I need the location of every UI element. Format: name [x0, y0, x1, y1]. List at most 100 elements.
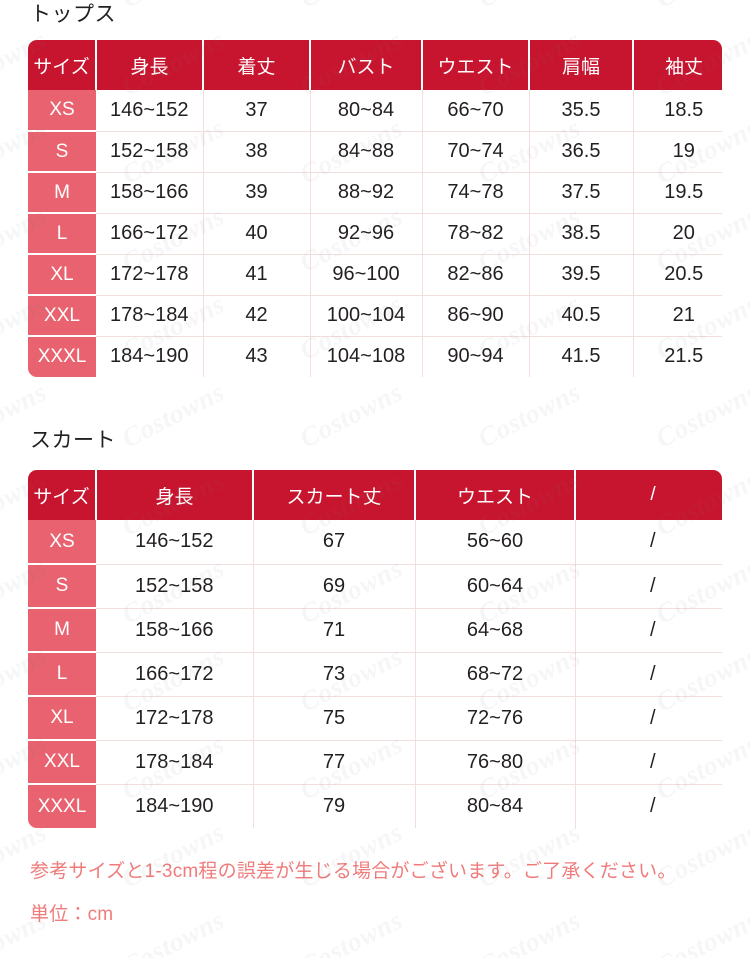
tops-cell-r5-c6: 21: [633, 295, 722, 337]
watermark-text: Costowns: [117, 0, 230, 14]
tops-size-table: サイズ 身長 着丈 バスト ウエスト 肩幅 袖丈 XS 146~152 37 80~84 66~70…: [28, 40, 722, 377]
watermark-text: Costowns: [651, 0, 750, 14]
skirt-cell-r5-c2: 77: [253, 740, 416, 785]
tops-cell-r0-c1: 146~152: [96, 90, 204, 132]
skirt-cell-r1-c2: 69: [253, 564, 416, 609]
tops-cell-r0-c5: 35.5: [529, 90, 634, 132]
tops-cell-r3-c6: 20: [633, 213, 722, 255]
tops-cell-r5-c2: 42: [203, 295, 311, 337]
skirt-size-label: XL: [28, 696, 96, 741]
skirt-cell-r5-c3: 76~80: [415, 740, 576, 785]
tops-cell-r4-c3: 96~100: [310, 254, 423, 296]
watermark-text: Costowns: [116, 376, 230, 454]
tops-cell-r2-c6: 19.5: [633, 172, 722, 214]
table-row: M 158~166 71 64~68/: [28, 608, 722, 653]
skirt-cell-r2-c3: 64~68: [415, 608, 576, 653]
tops-cell-r0-c6: 18.5: [633, 90, 722, 132]
skirt-cell-r5-c4: /: [575, 740, 722, 785]
skirt-header-2: スカート丈: [253, 470, 416, 520]
table-row: XL 172~178 41 96~100 82~86 39.5 20.5: [28, 254, 722, 296]
table-row: XL 172~178 75 72~76/: [28, 696, 722, 741]
watermark-text: Costowns: [295, 0, 408, 14]
tops-cell-r1-c1: 152~158: [96, 131, 204, 173]
tops-header-row: サイズ 身長 着丈 バスト ウエスト 肩幅 袖丈: [28, 40, 722, 90]
tops-cell-r4-c1: 172~178: [96, 254, 204, 296]
tops-cell-r4-c6: 20.5: [633, 254, 722, 296]
tops-cell-r0-c4: 66~70: [422, 90, 530, 132]
skirt-cell-r5-c1: 178~184: [96, 740, 254, 785]
skirt-cell-r1-c3: 60~64: [415, 564, 576, 609]
tops-header-4: ウエスト: [422, 40, 530, 90]
skirt-header-3: ウエスト: [415, 470, 576, 520]
table-row: XXL 178~184 77 76~80/: [28, 740, 722, 785]
table-row: S 152~158 38 84~88 70~74 36.5 19: [28, 131, 722, 173]
tops-cell-r6-c2: 43: [203, 336, 311, 377]
table-row: XS 146~152 67 56~60/: [28, 520, 722, 565]
skirt-cell-r3-c2: 73: [253, 652, 416, 697]
tops-cell-r6-c1: 184~190: [96, 336, 204, 377]
skirt-header-row: サイズ 身長 スカート丈 ウエスト /: [28, 470, 722, 520]
skirt-cell-r3-c4: /: [575, 652, 722, 697]
tops-cell-r5-c1: 178~184: [96, 295, 204, 337]
tops-cell-r6-c6: 21.5: [633, 336, 722, 377]
notes-block: 参考サイズと1-3cm程の誤差が生じる場合がございます。ご了承ください。 単位：…: [30, 862, 730, 924]
unit-note: 単位：cm: [30, 904, 114, 925]
skirt-size-label: M: [28, 608, 96, 653]
tops-size-label: XS: [28, 90, 96, 132]
table-row: M 158~166 39 88~92 74~78 37.5 19.5: [28, 172, 722, 214]
tops-size-label: S: [28, 131, 96, 173]
tops-cell-r0-c3: 80~84: [310, 90, 423, 132]
tops-cell-r0-c2: 37: [203, 90, 311, 132]
tops-cell-r3-c1: 166~172: [96, 213, 204, 255]
skirt-header-4: /: [575, 470, 722, 520]
tops-cell-r2-c2: 39: [203, 172, 311, 214]
tops-size-label: L: [28, 213, 96, 255]
skirt-cell-r0-c4: /: [575, 520, 722, 565]
tops-size-label: XXL: [28, 295, 96, 337]
table-row: XS 146~152 37 80~84 66~70 35.5 18.5: [28, 90, 722, 132]
tops-header-2: 着丈: [203, 40, 311, 90]
skirt-cell-r2-c2: 71: [253, 608, 416, 653]
tops-table-container: サイズ 身長 着丈 バスト ウエスト 肩幅 袖丈 XS 146~152 37 80~84 66~70…: [28, 40, 722, 377]
skirt-table-container: サイズ 身長 スカート丈 ウエスト / XS 146~152 67 56~60/S 152~15…: [28, 470, 722, 828]
tops-cell-r1-c4: 70~74: [422, 131, 530, 173]
skirt-cell-r4-c4: /: [575, 696, 722, 741]
skirt-header-0: サイズ: [28, 470, 97, 520]
watermark-text: Costowns: [472, 376, 586, 454]
tops-cell-r3-c2: 40: [203, 213, 311, 255]
tops-cell-r5-c4: 86~90: [422, 295, 530, 337]
tops-section-title: トップス: [30, 3, 116, 26]
skirt-size-label: S: [28, 564, 96, 609]
tolerance-note: 参考サイズと1-3cm程の誤差が生じる場合がございます。ご了承ください。: [30, 861, 677, 882]
tops-cell-r2-c4: 74~78: [422, 172, 530, 214]
skirt-cell-r2-c4: /: [575, 608, 722, 653]
tops-cell-r6-c3: 104~108: [310, 336, 423, 377]
tops-cell-r4-c4: 82~86: [422, 254, 530, 296]
skirt-cell-r1-c1: 152~158: [96, 564, 254, 609]
skirt-cell-r0-c1: 146~152: [96, 520, 254, 565]
skirt-cell-r6-c2: 79: [253, 784, 416, 828]
skirt-size-label: XXL: [28, 740, 96, 785]
tops-size-label: XL: [28, 254, 96, 296]
tops-cell-r3-c4: 78~82: [422, 213, 530, 255]
skirt-table-head: サイズ 身長 スカート丈 ウエスト /: [28, 470, 722, 520]
tops-cell-r5-c5: 40.5: [529, 295, 634, 337]
table-row: XXXL 184~190 43 104~108 90~94 41.5 21.5: [28, 336, 722, 377]
tops-cell-r3-c5: 38.5: [529, 213, 634, 255]
tops-cell-r1-c6: 19: [633, 131, 722, 173]
skirt-cell-r6-c1: 184~190: [96, 784, 254, 828]
skirt-cell-r1-c4: /: [575, 564, 722, 609]
skirt-section-title: スカート: [30, 429, 116, 452]
skirt-cell-r6-c4: /: [575, 784, 722, 828]
tops-header-0: サイズ: [28, 40, 97, 90]
tops-cell-r4-c2: 41: [203, 254, 311, 296]
tops-cell-r1-c3: 84~88: [310, 131, 423, 173]
skirt-size-label: XXXL: [28, 784, 96, 828]
tops-header-3: バスト: [310, 40, 423, 90]
skirt-cell-r4-c3: 72~76: [415, 696, 576, 741]
tops-cell-r4-c5: 39.5: [529, 254, 634, 296]
tops-header-1: 身長: [96, 40, 204, 90]
tops-cell-r1-c2: 38: [203, 131, 311, 173]
skirt-cell-r3-c3: 68~72: [415, 652, 576, 697]
watermark-text: Costowns: [650, 376, 750, 454]
